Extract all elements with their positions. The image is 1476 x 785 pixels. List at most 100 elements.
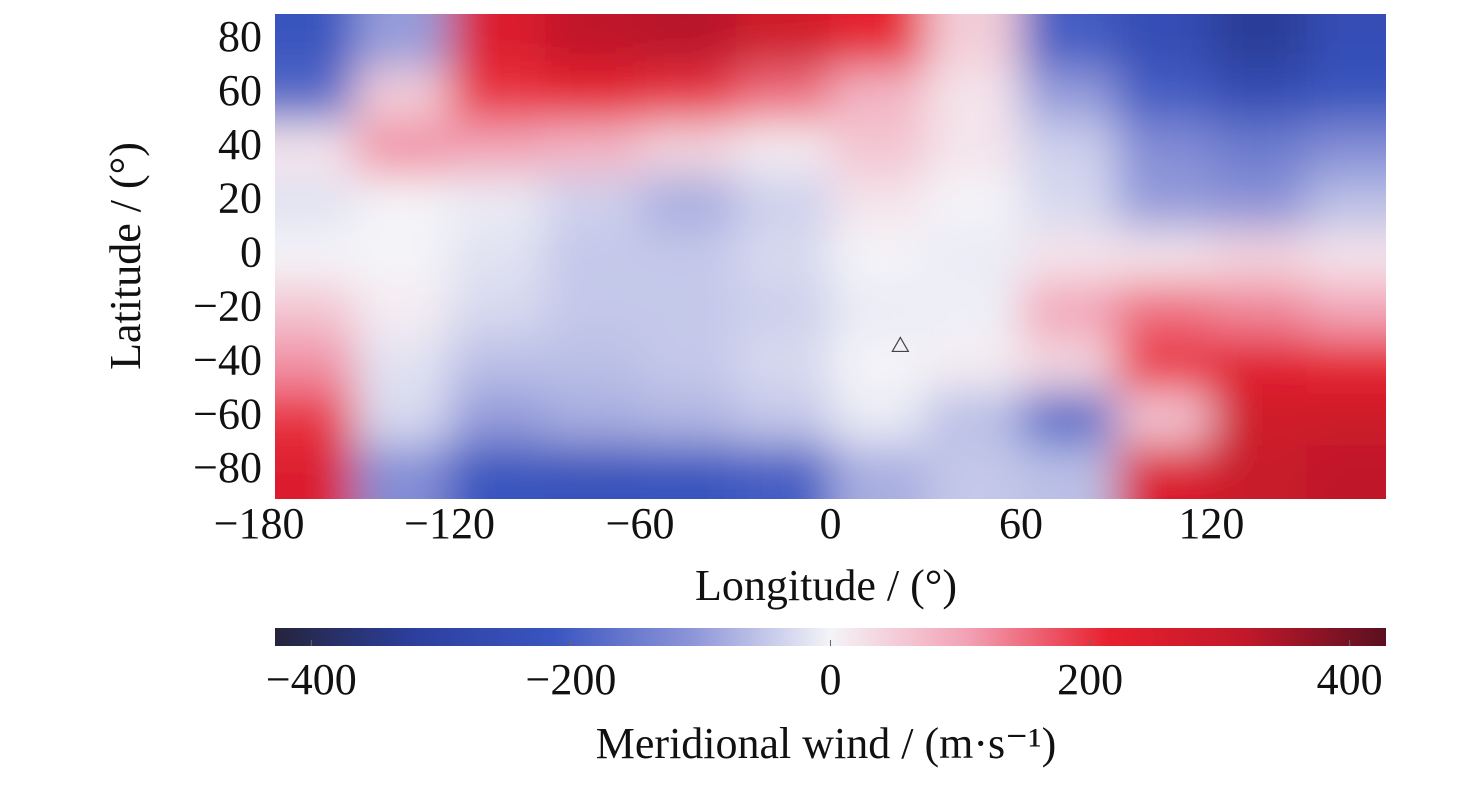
heatmap-cell xyxy=(1116,229,1213,285)
heatmap-cell xyxy=(354,391,451,447)
heatmap-cell xyxy=(275,14,356,69)
heatmap-cell xyxy=(1116,121,1213,177)
colorbar xyxy=(275,628,1386,646)
heatmap-cell xyxy=(735,283,832,339)
heatmap-cell xyxy=(1116,14,1213,69)
heatmap-cell xyxy=(275,337,356,393)
heatmap-cell xyxy=(1020,14,1118,69)
heatmap-cell xyxy=(354,121,451,177)
heatmap-cell xyxy=(640,175,737,231)
heatmap-cell xyxy=(1306,283,1386,339)
heatmap-cell xyxy=(830,337,927,393)
heatmap-cell xyxy=(1306,175,1386,231)
heatmap-cell xyxy=(735,121,832,177)
heatmap-cell xyxy=(1211,67,1308,123)
heatmap-cell xyxy=(925,337,1022,393)
heatmap-cell xyxy=(640,391,737,447)
x-tick-label: 120 xyxy=(1178,499,1244,548)
x-axis-label: Longitude / (°) xyxy=(695,561,957,610)
heatmap-cell xyxy=(1020,175,1118,231)
heatmap-cell xyxy=(1211,229,1308,285)
heatmap-cell xyxy=(449,337,546,393)
heatmap-cell xyxy=(735,175,832,231)
heatmap-cell xyxy=(1020,229,1118,285)
heatmap-cell xyxy=(640,229,737,285)
heatmap-cell xyxy=(275,67,356,123)
heatmap-cell xyxy=(1306,121,1386,177)
heatmap-cell xyxy=(925,14,1022,69)
heatmap-cell xyxy=(830,67,927,123)
heatmap-cell xyxy=(925,67,1022,123)
y-tick-label: 0 xyxy=(240,228,262,277)
heatmap-cell xyxy=(1020,67,1118,123)
y-tick-label: −80 xyxy=(193,443,262,492)
heatmap-cell xyxy=(275,175,356,231)
heatmap-cell xyxy=(544,121,642,177)
y-tick-label: 60 xyxy=(218,66,262,115)
heatmap-cell xyxy=(275,391,356,447)
heatmap-cell xyxy=(1116,445,1213,499)
heatmap-cell xyxy=(544,283,642,339)
heatmap-cell xyxy=(640,14,737,69)
heatmap-cell xyxy=(735,445,832,499)
heatmap-cell xyxy=(1306,14,1386,69)
heatmap-cell xyxy=(1306,445,1386,499)
heatmap-cell xyxy=(275,445,356,499)
x-tick-label: 60 xyxy=(999,499,1043,548)
heatmap-cell xyxy=(275,229,356,285)
heatmap-cell xyxy=(1116,337,1213,393)
heatmap-cell xyxy=(354,283,451,339)
heatmap-cell xyxy=(830,283,927,339)
y-tick-label: −60 xyxy=(193,389,262,438)
y-tick-label: 20 xyxy=(218,174,262,223)
x-tick-label: 0 xyxy=(820,499,842,548)
heatmap-cell xyxy=(735,14,832,69)
heatmap-cell xyxy=(449,283,546,339)
heatmap-cell xyxy=(449,445,546,499)
heatmap-cell xyxy=(1020,121,1118,177)
heatmap-cell xyxy=(1306,391,1386,447)
plot-area xyxy=(275,14,1386,499)
heatmap-cell xyxy=(830,229,927,285)
heatmap-cell xyxy=(449,175,546,231)
heatmap xyxy=(275,14,1386,499)
heatmap-cell xyxy=(735,67,832,123)
heatmap-cell xyxy=(1020,445,1118,499)
heatmap-cell xyxy=(640,283,737,339)
heatmap-cell xyxy=(640,445,737,499)
heatmap-cell xyxy=(640,67,737,123)
heatmap-cell xyxy=(544,175,642,231)
heatmap-cell xyxy=(830,175,927,231)
heatmap-cell xyxy=(830,445,927,499)
y-axis-label: Latitude / (°) xyxy=(101,142,150,370)
marker xyxy=(891,336,910,353)
heatmap-cell xyxy=(275,121,356,177)
heatmap-cell xyxy=(1020,337,1118,393)
x-tick-label: −180 xyxy=(214,499,305,548)
colorbar-tick-label: 0 xyxy=(820,655,842,704)
heatmap-cell xyxy=(925,229,1022,285)
heatmap-cell xyxy=(1211,283,1308,339)
heatmap-cell xyxy=(640,337,737,393)
heatmap-cell xyxy=(354,14,451,69)
heatmap-cell xyxy=(275,283,356,339)
heatmap-cell xyxy=(449,121,546,177)
heatmap-cell xyxy=(354,67,451,123)
heatmap-cell xyxy=(354,337,451,393)
heatmap-cell xyxy=(925,121,1022,177)
heatmap-cell xyxy=(925,283,1022,339)
heatmap-cell xyxy=(354,175,451,231)
colorbar-label: Meridional wind / (m·s⁻¹) xyxy=(596,719,1056,768)
heatmap-cell xyxy=(1306,229,1386,285)
y-tick-label: 40 xyxy=(218,120,262,169)
heatmap-cell xyxy=(1211,14,1308,69)
heatmap-cell xyxy=(830,121,927,177)
heatmap-cell xyxy=(544,337,642,393)
heatmap-cell xyxy=(735,391,832,447)
heatmap-cell xyxy=(354,229,451,285)
heatmap-cell xyxy=(925,445,1022,499)
heatmap-cell xyxy=(735,337,832,393)
heatmap-cell xyxy=(1306,337,1386,393)
colorbar-tick-label: −400 xyxy=(266,655,357,704)
